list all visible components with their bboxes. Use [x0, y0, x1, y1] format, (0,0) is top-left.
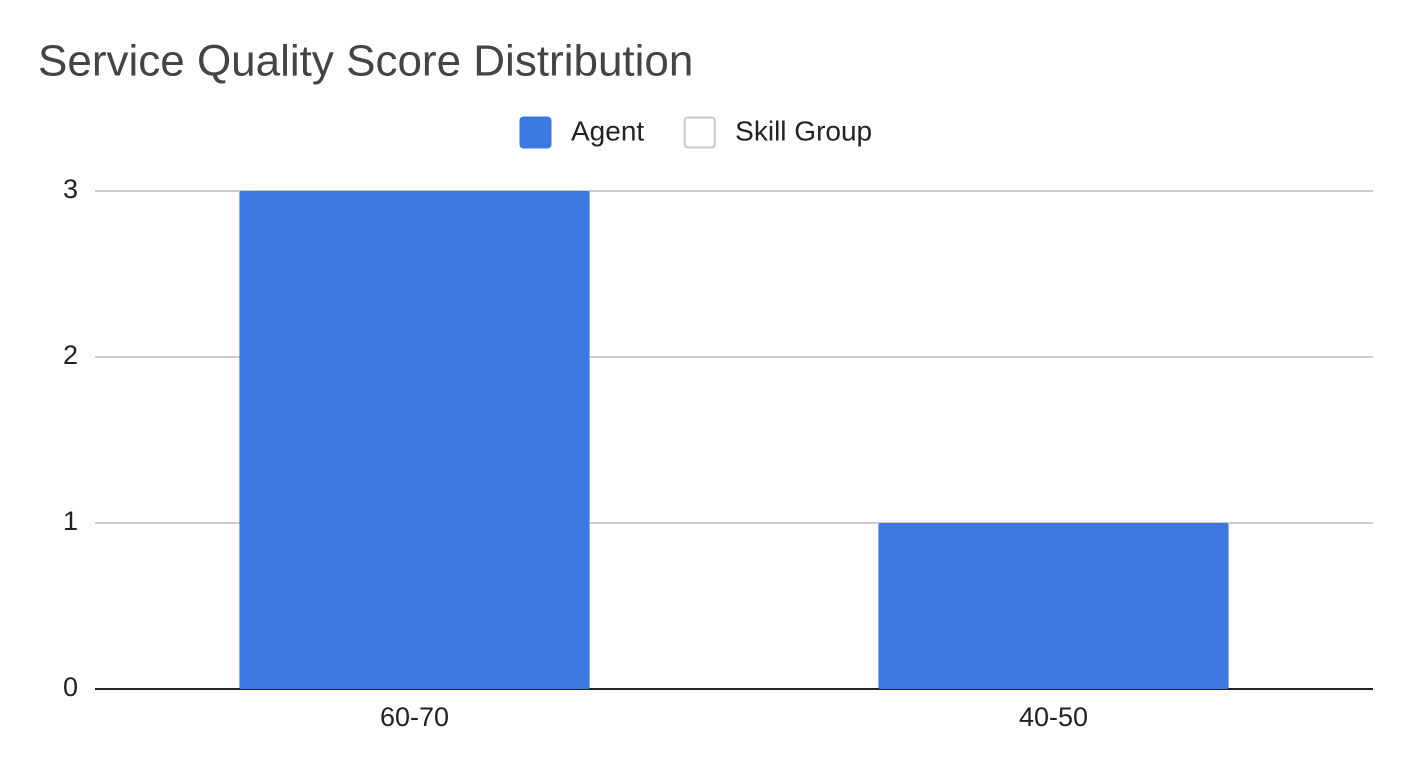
legend-swatch [683, 116, 716, 149]
y-tick-label: 2 [63, 340, 78, 370]
x-tick-label: 40-50 [1019, 702, 1088, 732]
bar [878, 523, 1229, 689]
legend-label: Skill Group [735, 115, 872, 146]
y-tick-label: 1 [63, 506, 78, 536]
bar [239, 191, 590, 689]
y-tick-label: 0 [63, 672, 78, 702]
chart-title: Service Quality Score Distribution [38, 37, 693, 86]
x-tick-label: 60-70 [380, 702, 449, 732]
legend-label: Agent [571, 115, 644, 146]
y-tick-label: 3 [63, 174, 78, 204]
legend-swatch [519, 116, 552, 149]
